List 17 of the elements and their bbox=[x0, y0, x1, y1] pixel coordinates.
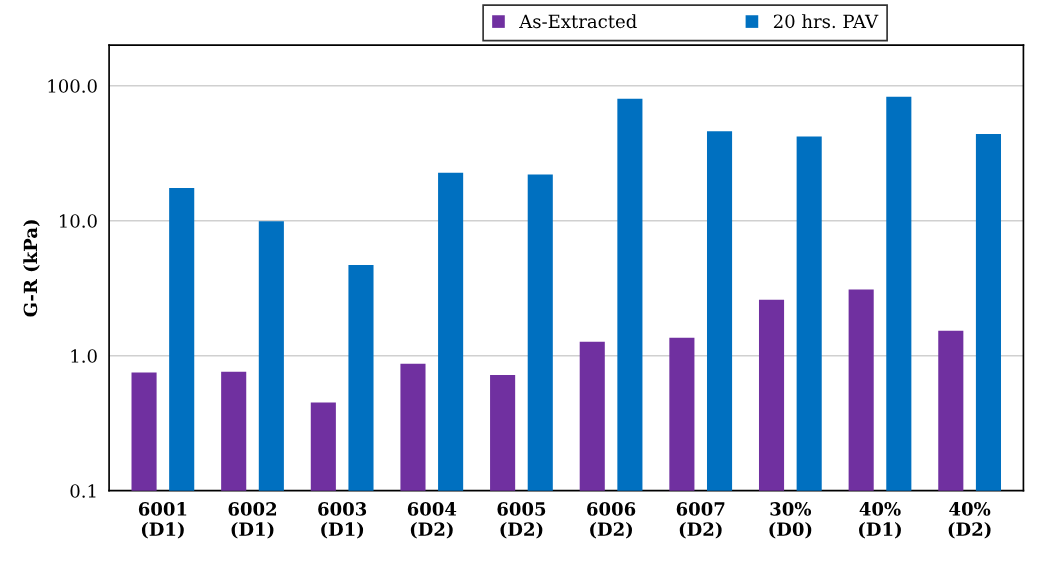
x-tick-label: 30% (D0) bbox=[769, 502, 812, 539]
y-tick-label: 0.1 bbox=[70, 484, 96, 498]
legend-label: As-Extracted bbox=[519, 14, 637, 29]
x-tick-label: 6005 (D2) bbox=[497, 502, 546, 539]
x-tick-label: 6007 (D2) bbox=[676, 502, 725, 539]
x-tick-label: 6004 (D2) bbox=[407, 502, 457, 539]
x-tick-label: 6001 (D1) bbox=[138, 502, 187, 539]
y-tick-label: 1.0 bbox=[71, 349, 97, 363]
y-tick-label: 10.0 bbox=[59, 214, 97, 228]
x-tick-label: 6006 (D2) bbox=[587, 502, 636, 539]
y-tick-label: 100.0 bbox=[48, 79, 97, 93]
x-tick-label: 6002 (D1) bbox=[228, 502, 277, 539]
x-tick-label: 6003 (D1) bbox=[318, 502, 367, 539]
x-tick-label: 40% (D2) bbox=[948, 502, 991, 539]
legend-label: 20 hrs. PAV bbox=[773, 14, 879, 29]
x-tick-label: 40% (D1) bbox=[859, 502, 901, 539]
y-axis-title: G-R (kPa) bbox=[23, 220, 40, 317]
